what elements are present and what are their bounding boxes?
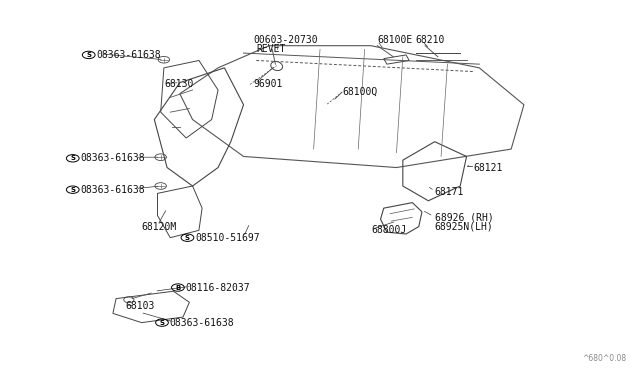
Text: 00603-20730: 00603-20730 [253,35,317,45]
Text: 68925N(LH): 68925N(LH) [435,222,493,232]
Text: ^680^0.08: ^680^0.08 [582,354,626,363]
Text: 68171: 68171 [435,186,464,196]
Text: 68130: 68130 [164,80,193,89]
Text: 68120M: 68120M [141,222,177,232]
Text: S: S [70,155,76,161]
Text: S: S [159,320,164,326]
Text: 96901: 96901 [253,80,282,89]
Text: 08363-61638: 08363-61638 [81,185,145,195]
Text: 08510-51697: 08510-51697 [195,233,260,243]
Text: 68121: 68121 [473,163,502,173]
Text: 68100Q: 68100Q [342,87,378,97]
Text: 08363-61638: 08363-61638 [97,50,161,60]
Text: 08116-82037: 08116-82037 [186,283,250,292]
Text: S: S [86,52,91,58]
Text: 08363-61638: 08363-61638 [170,318,234,328]
Text: 68210: 68210 [415,35,445,45]
Text: S: S [70,187,76,193]
Text: 68103: 68103 [125,301,155,311]
Text: S: S [185,235,190,241]
Text: REVET: REVET [256,44,285,54]
Text: 68100E: 68100E [378,35,413,45]
Text: 68800J: 68800J [371,225,406,235]
Text: 08363-61638: 08363-61638 [81,153,145,163]
Text: 68926 (RH): 68926 (RH) [435,212,493,222]
Text: B: B [175,285,180,291]
